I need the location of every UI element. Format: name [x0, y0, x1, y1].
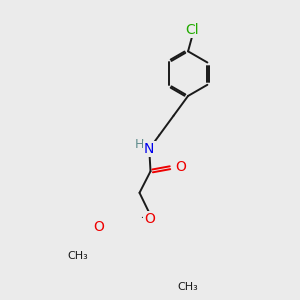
Text: O: O [145, 212, 155, 226]
Text: CH₃: CH₃ [67, 251, 88, 261]
Text: O: O [94, 220, 104, 234]
Text: O: O [175, 160, 186, 174]
Text: Cl: Cl [186, 22, 199, 37]
Text: CH₃: CH₃ [178, 282, 199, 292]
Text: N: N [144, 142, 154, 156]
Text: H: H [135, 138, 144, 151]
